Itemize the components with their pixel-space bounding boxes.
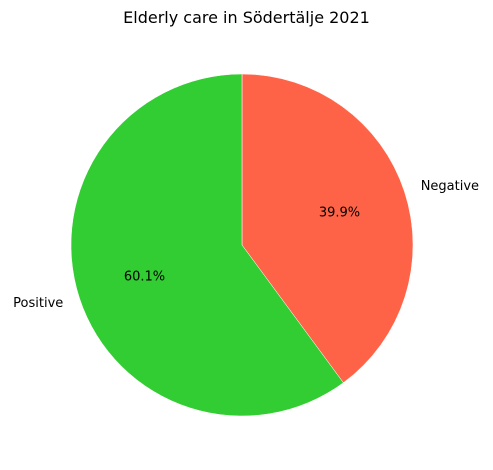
pie-category-label-positive: Positive <box>13 296 63 311</box>
pie-slice-positive <box>70 73 344 417</box>
pie-slice-negative <box>241 73 414 384</box>
pie-pct-label-negative: 39.9% <box>319 205 360 220</box>
chart-title: Elderly care in Södertälje 2021 <box>123 8 370 27</box>
pie-pct-label-positive: 60.1% <box>124 270 165 285</box>
pie-category-label-negative: Negative <box>421 179 479 194</box>
